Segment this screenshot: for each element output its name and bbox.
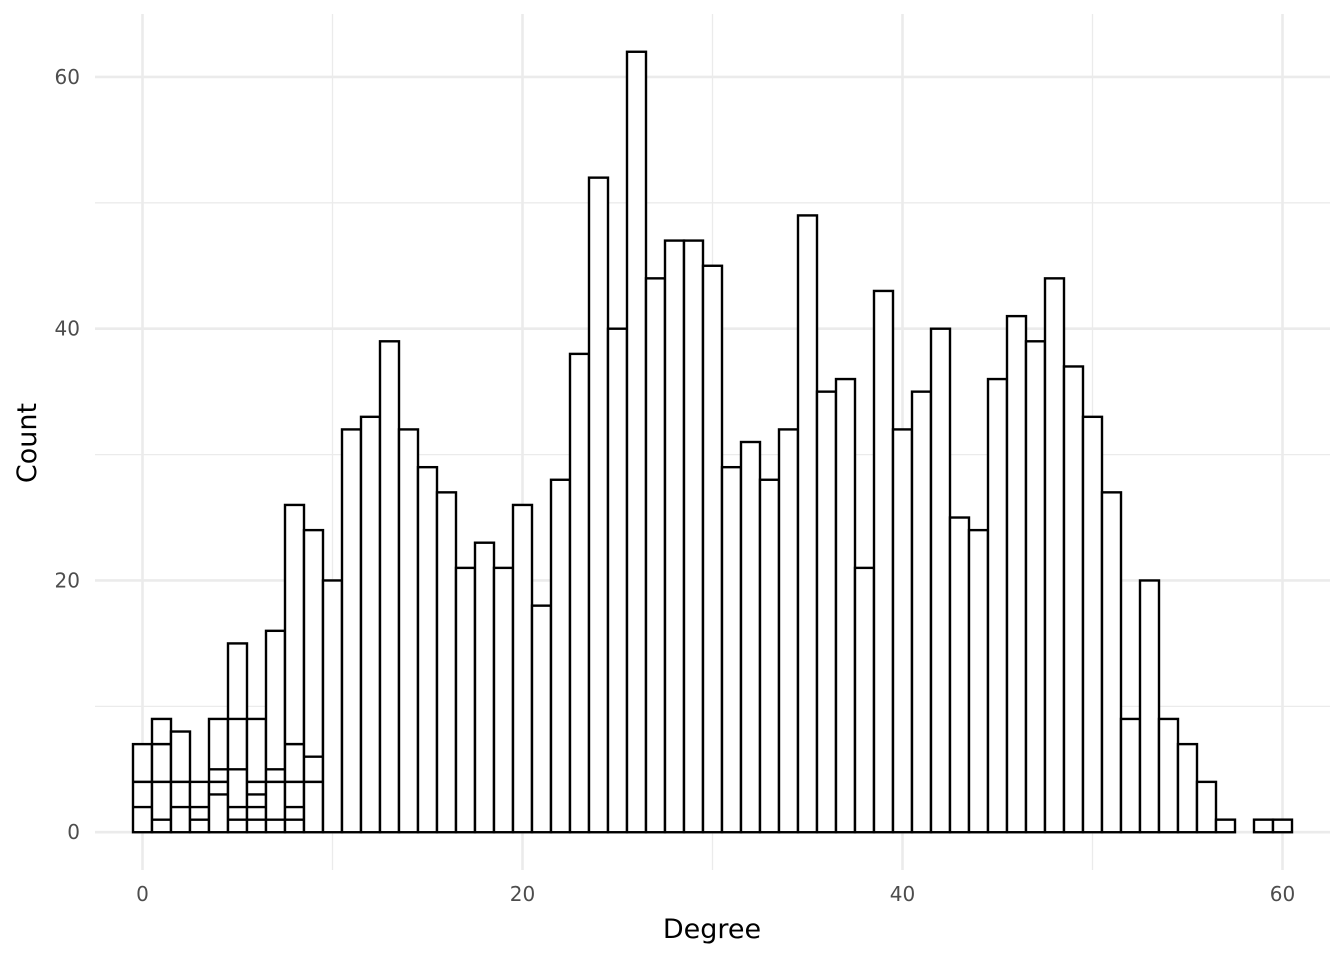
y-tick-label: 40 [55,317,80,341]
stack-boundaries [133,717,323,821]
y-tick-label: 60 [55,65,80,89]
histogram-bar [568,352,591,834]
x-axis-ticks: 0 20 40 60 [136,882,1295,906]
histogram-bar [454,566,477,834]
histogram-bar [264,629,287,834]
histogram-bar [1252,818,1275,834]
histogram-bar [1119,717,1142,834]
histogram-bar [587,176,610,834]
histogram-bar [777,428,800,834]
x-tick-label: 20 [510,882,535,906]
histogram-bar [1138,579,1161,834]
histogram-bar [1214,818,1237,834]
y-axis-title: Count [12,403,43,483]
histogram-bar [530,604,553,834]
histogram-bar [967,528,990,834]
histogram-bar [473,541,496,834]
histogram-bar [416,465,439,834]
histogram-bar [758,478,781,834]
histogram-bar [245,717,268,834]
histogram-bar [872,289,895,834]
histogram-bar [435,491,458,834]
y-tick-label: 0 [67,820,80,844]
histogram-bar [492,566,515,834]
histogram-bar [1005,314,1028,834]
histogram-bar [796,214,819,834]
histogram-bars [131,50,1294,834]
histogram-bar [511,503,534,834]
histogram-bar [625,50,648,834]
histogram-bar [701,264,724,834]
histogram-bar [207,717,230,834]
histogram-bar [321,579,344,834]
x-tick-label: 0 [136,882,149,906]
histogram-bar [378,340,401,834]
histogram-bar [549,478,572,834]
histogram-bar [891,428,914,834]
histogram-bar [663,239,686,834]
histogram-bar [1081,415,1104,834]
histogram-bar [682,239,705,834]
histogram-bar [226,642,249,834]
histogram-bar [131,742,154,834]
histogram-bar [853,566,876,834]
x-tick-label: 40 [890,882,915,906]
histogram-bar [606,327,629,834]
histogram-bar [1024,340,1047,834]
x-tick-label: 60 [1270,882,1295,906]
histogram-bar [644,277,667,834]
histogram-bar [739,440,762,834]
histogram-bar [150,717,173,834]
histogram-bar [359,415,382,834]
histogram-bar [986,377,1009,834]
histogram-bar [948,516,971,834]
histogram-bar [302,528,325,834]
y-axis-ticks: 0 20 40 60 [55,65,80,844]
histogram-bar [397,428,420,834]
histogram-bar [1271,818,1294,834]
x-axis-title: Degree [663,914,761,945]
histogram-bar [929,327,952,834]
histogram-bar [815,390,838,834]
histogram-bar [834,377,857,834]
histogram-bar [720,465,743,834]
histogram-bar [1062,365,1085,834]
y-tick-label: 20 [55,568,80,592]
histogram-bar [1100,491,1123,834]
histogram-bar [283,503,306,834]
histogram-bar [1043,277,1066,834]
histogram-bar [1195,780,1218,834]
histogram-bar [1157,717,1180,834]
histogram-bar [340,428,363,834]
histogram-bar [1176,742,1199,834]
histogram-bar [910,390,933,834]
